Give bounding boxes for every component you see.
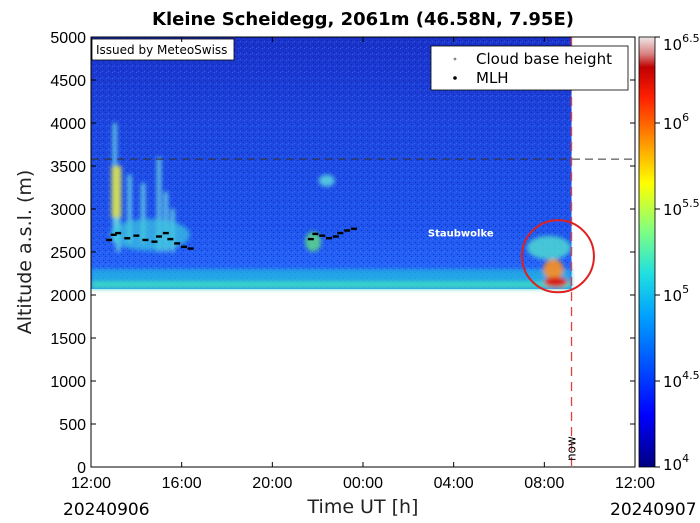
x-tick-label: 04:00	[434, 475, 474, 492]
mlh-point	[115, 231, 122, 235]
dust-cloud-label: Staubwolke	[428, 228, 494, 239]
mlh-point	[162, 231, 169, 235]
x-tick-label: 20:00	[252, 475, 292, 492]
dust-core	[543, 259, 564, 280]
y-tick-label: 500	[59, 417, 86, 434]
mlh-point	[110, 233, 117, 236]
colorbar-tick-exponent: 6.5	[682, 32, 700, 45]
x-axis-label: Time UT [h]	[307, 496, 419, 518]
x-tick-label: 00:00	[343, 475, 383, 492]
mlh-point	[156, 235, 162, 238]
aerosol-patch	[305, 231, 322, 252]
colorbar-tick-label: 104	[663, 452, 689, 474]
mlh-point	[344, 229, 351, 232]
y-tick-label: 1500	[50, 331, 86, 348]
mlh-point	[326, 237, 332, 240]
x-tick-label: 16:00	[162, 475, 202, 492]
y-tick-label: 4000	[50, 116, 86, 133]
y-axis-ticks: 0 500 1000 1500 2000 2500 3000 3500 4000 4500 5000	[50, 30, 635, 477]
legend-marker-mlh	[453, 76, 457, 80]
mlh-point	[350, 227, 357, 230]
colorbar-tick-label: 104.5	[663, 369, 700, 391]
cloud-patch	[318, 174, 335, 187]
y-tick-label: 2500	[50, 245, 86, 262]
dust-cloud-circle	[520, 219, 595, 294]
mlh-point	[167, 237, 174, 241]
y-tick-label: 5000	[50, 30, 86, 47]
colorbar-tick-label: 105.5	[663, 197, 700, 219]
y-tick-label: 4500	[50, 73, 86, 90]
mlh-point	[106, 238, 113, 242]
mlh-point	[180, 245, 187, 249]
mlh-point	[133, 234, 140, 237]
y-axis-label: Altitude a.s.l. (m)	[14, 170, 36, 335]
chart-title: Kleine Scheidegg, 2061m (46.58N, 7.95E)	[152, 9, 574, 30]
ground-return	[91, 281, 572, 289]
y-tick-label: 3500	[50, 159, 86, 176]
issued-by-box	[91, 38, 235, 61]
y-tick-label: 3000	[50, 202, 86, 219]
aerosol-streak	[127, 174, 132, 244]
mlh-point	[312, 232, 319, 236]
aerosol-streak	[157, 157, 161, 252]
aerosol-features	[91, 123, 572, 289]
y-tick-label: 0	[77, 460, 86, 477]
colorbar-tick-exponent: 4.5	[682, 369, 700, 382]
issued-by-label: Issued by MeteoSwiss	[96, 43, 227, 57]
colorbar	[638, 36, 656, 468]
end-date-label: 20240907	[610, 500, 697, 520]
mlh-point	[319, 234, 326, 237]
legend-label-cloud-base: Cloud base height	[476, 50, 612, 68]
now-label: now	[565, 436, 579, 461]
colorbar-tick-label: 106	[663, 111, 689, 133]
dust-layer	[526, 235, 571, 260]
legend-marker-cloud-base	[453, 57, 457, 61]
mlh-point	[307, 237, 314, 241]
colorbar-tick-exponent: 6	[682, 111, 689, 124]
y-tick-label: 2000	[50, 288, 86, 305]
mlh-series	[106, 227, 357, 250]
legend: Cloud base height MLH	[430, 45, 629, 91]
colorbar-tick-exponent: 5	[682, 283, 689, 296]
y-tick-label: 1000	[50, 374, 86, 391]
x-tick-label: 12:00	[615, 475, 655, 492]
legend-box	[430, 45, 629, 91]
mlh-point	[124, 237, 131, 240]
boundary-layer-blob	[109, 218, 190, 251]
x-axis-ticks: 12:00 16:00 20:00 00:00 04:00 08:00 12:00	[71, 37, 655, 492]
mlh-point	[187, 247, 194, 250]
colorbar-ticks: 106.5 106 105.5 105 104.5 104	[655, 32, 700, 474]
colorbar-tick-exponent: 5.5	[682, 197, 700, 210]
mlh-point	[151, 240, 158, 243]
mlh-point	[174, 242, 181, 245]
mlh-point	[142, 238, 149, 242]
dense-plume	[111, 166, 122, 218]
aerosol-streak	[141, 183, 146, 244]
x-tick-label: 12:00	[71, 475, 111, 492]
start-date-label: 20240906	[63, 500, 150, 520]
dust-core-strong	[543, 277, 568, 288]
x-tick-label: 08:00	[524, 475, 564, 492]
colorbar-tick-label: 106.5	[663, 32, 700, 54]
mlh-point	[337, 231, 344, 235]
mlh-point	[332, 235, 339, 238]
legend-label-mlh: MLH	[476, 69, 509, 87]
colorbar-tick-label: 105	[663, 283, 689, 305]
colorbar-tick-exponent: 4	[682, 452, 689, 465]
